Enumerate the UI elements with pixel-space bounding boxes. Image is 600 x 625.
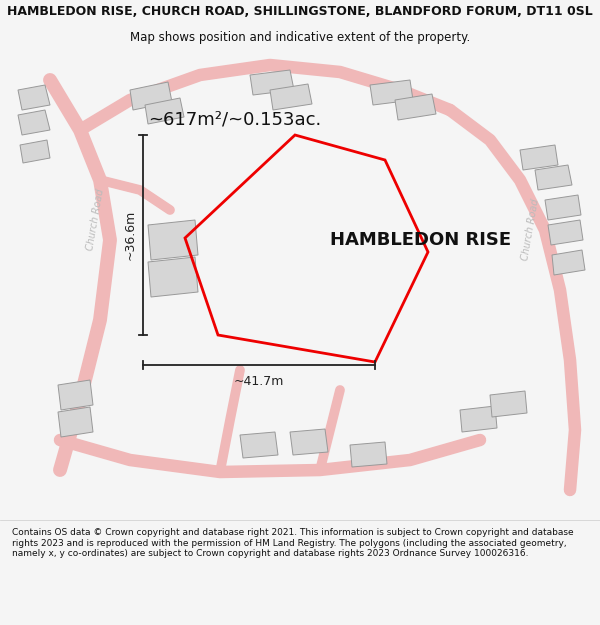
Polygon shape bbox=[20, 140, 50, 163]
Text: Church Road: Church Road bbox=[520, 198, 541, 262]
Polygon shape bbox=[145, 98, 184, 124]
Polygon shape bbox=[18, 85, 50, 110]
Polygon shape bbox=[58, 380, 93, 410]
Polygon shape bbox=[290, 429, 328, 455]
Text: HAMBLEDON RISE, CHURCH ROAD, SHILLINGSTONE, BLANDFORD FORUM, DT11 0SL: HAMBLEDON RISE, CHURCH ROAD, SHILLINGSTO… bbox=[7, 5, 593, 18]
Polygon shape bbox=[130, 82, 172, 110]
Polygon shape bbox=[350, 442, 387, 467]
Polygon shape bbox=[545, 195, 581, 220]
Polygon shape bbox=[460, 406, 497, 432]
Polygon shape bbox=[520, 145, 558, 170]
Polygon shape bbox=[535, 165, 572, 190]
Polygon shape bbox=[250, 70, 294, 95]
Polygon shape bbox=[552, 250, 585, 275]
Polygon shape bbox=[270, 84, 312, 110]
Text: HAMBLEDON RISE: HAMBLEDON RISE bbox=[330, 231, 511, 249]
Text: ~36.6m: ~36.6m bbox=[124, 210, 137, 260]
Text: Contains OS data © Crown copyright and database right 2021. This information is : Contains OS data © Crown copyright and d… bbox=[12, 528, 574, 558]
Polygon shape bbox=[58, 407, 93, 437]
Text: Church Road: Church Road bbox=[85, 188, 106, 252]
Polygon shape bbox=[490, 391, 527, 417]
Polygon shape bbox=[370, 80, 413, 105]
Polygon shape bbox=[148, 257, 198, 297]
Text: Map shows position and indicative extent of the property.: Map shows position and indicative extent… bbox=[130, 31, 470, 44]
Polygon shape bbox=[548, 220, 583, 245]
Polygon shape bbox=[18, 110, 50, 135]
Polygon shape bbox=[395, 94, 436, 120]
Polygon shape bbox=[240, 432, 278, 458]
Polygon shape bbox=[148, 220, 198, 260]
Text: ~41.7m: ~41.7m bbox=[234, 375, 284, 388]
Text: ~617m²/~0.153ac.: ~617m²/~0.153ac. bbox=[148, 111, 321, 129]
